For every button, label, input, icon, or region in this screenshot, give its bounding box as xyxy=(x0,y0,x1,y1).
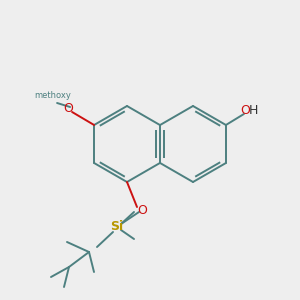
Text: Si: Si xyxy=(110,220,124,233)
Text: H: H xyxy=(249,104,259,118)
Text: O: O xyxy=(240,104,250,118)
Text: O: O xyxy=(137,205,147,218)
Text: O: O xyxy=(63,103,73,116)
Text: methoxy: methoxy xyxy=(35,92,71,100)
